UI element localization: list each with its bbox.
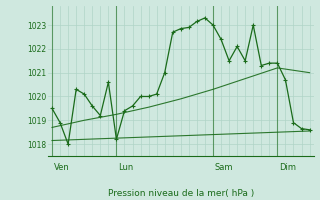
Text: Dim: Dim [279,163,296,172]
Text: Pression niveau de la mer( hPa ): Pression niveau de la mer( hPa ) [108,189,254,198]
Text: Lun: Lun [118,163,133,172]
Text: Sam: Sam [215,163,233,172]
Text: Ven: Ven [54,163,69,172]
